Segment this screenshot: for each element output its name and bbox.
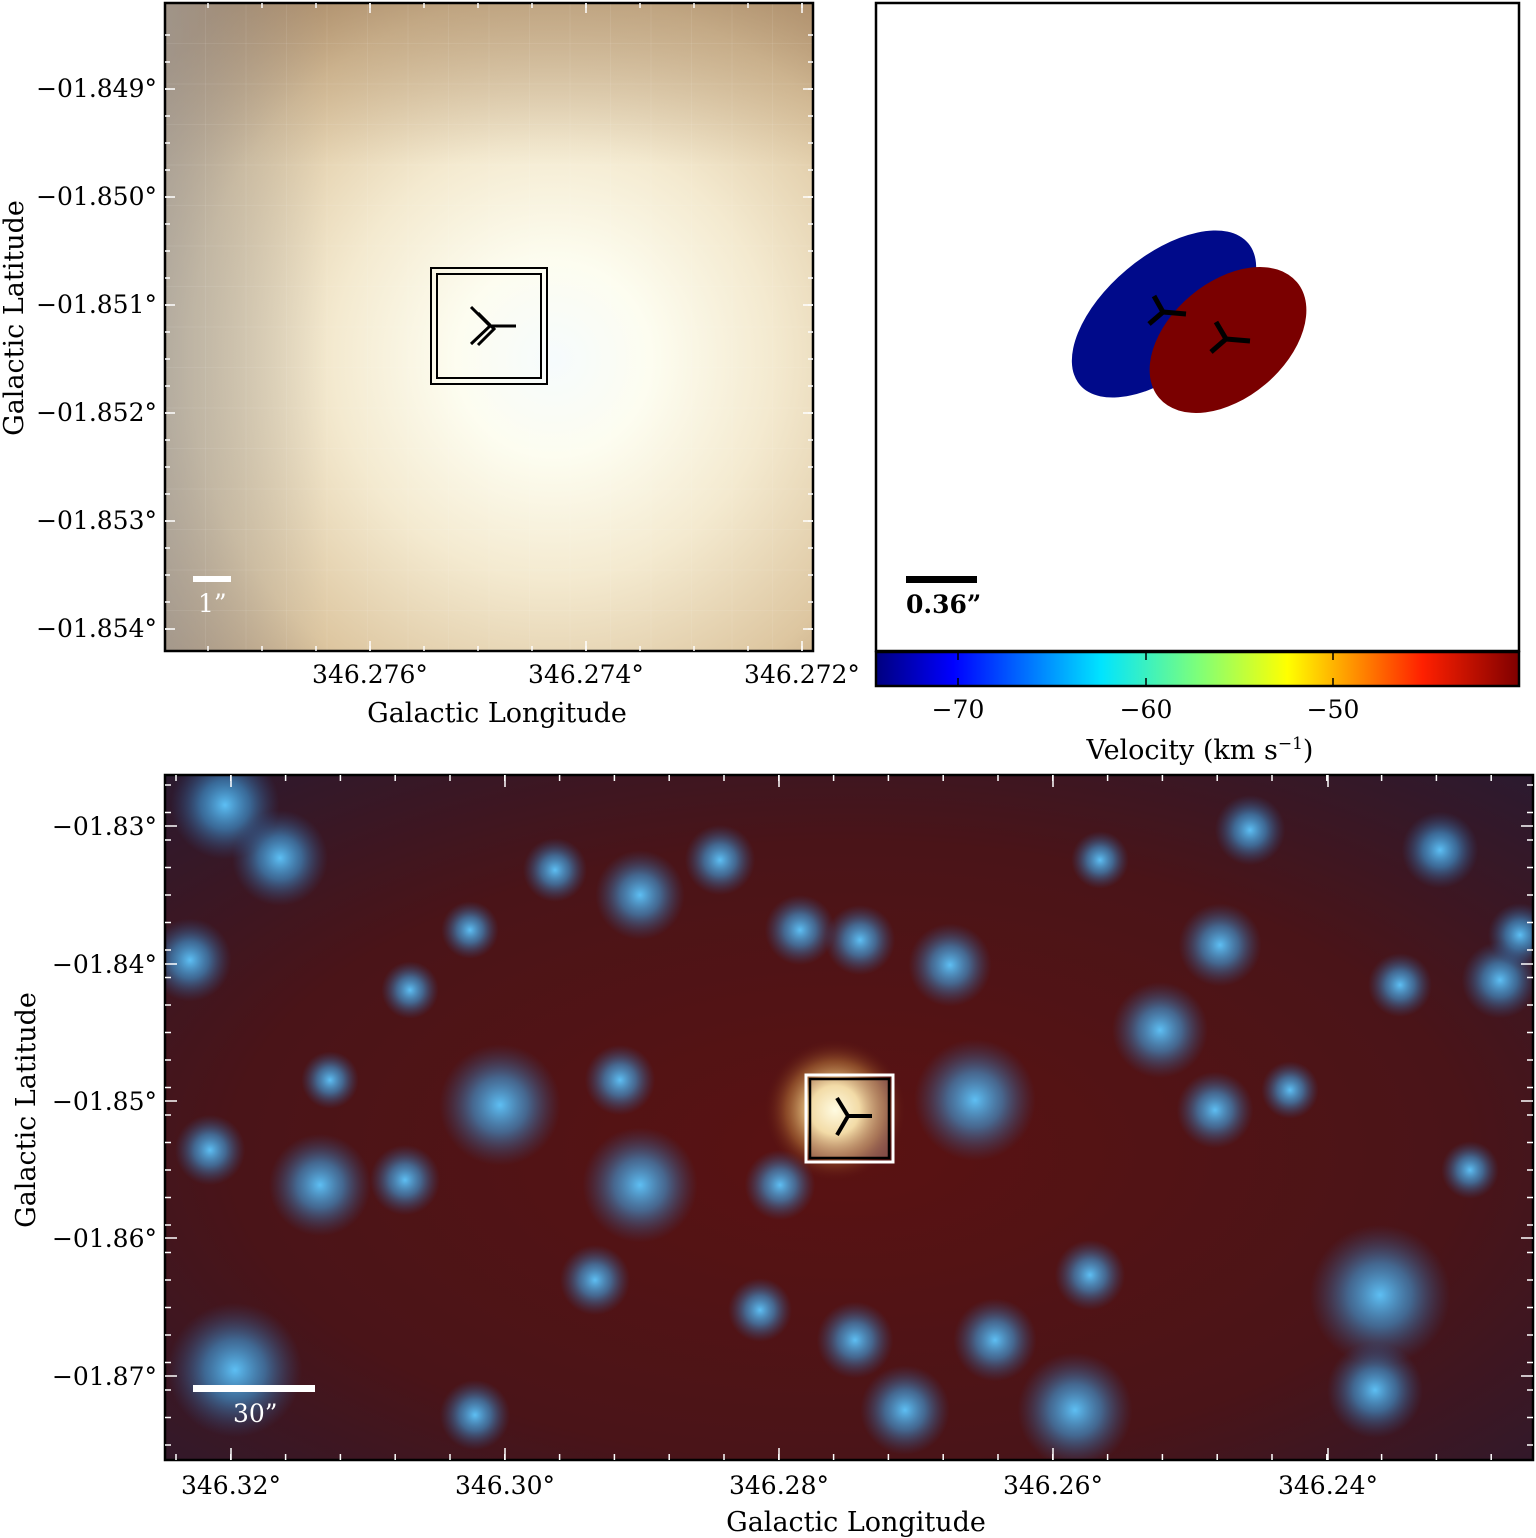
x-tick-label: 346.30°: [455, 1471, 555, 1500]
target-box-inner: [808, 1077, 891, 1160]
x-tick-label: 346.32°: [181, 1471, 281, 1500]
maser-marker-icon: [1147, 294, 1187, 326]
colorbar-tick-label: −70: [932, 695, 985, 724]
colorbar-tick-label: −60: [1120, 695, 1173, 724]
y-tick-label: −01.852°: [36, 398, 157, 427]
top-left-x-axis-title: Galactic Longitude: [367, 698, 627, 729]
bottom-x-tick-labels: 346.32° 346.30° 346.28° 346.26° 346.24°: [181, 1471, 1378, 1500]
target-box-inner: [436, 273, 542, 379]
top-left-x-tick-labels: 346.276° 346.274° 346.272°: [312, 660, 860, 689]
x-tick-label: 346.28°: [729, 1471, 829, 1500]
bottom-scale-label: 30”: [233, 1399, 278, 1428]
target-box-outer: [804, 1073, 895, 1164]
bottom-scale-bar: [193, 1385, 315, 1392]
bottom-frame: [163, 773, 1535, 1462]
y-tick-label: −01.849°: [36, 74, 157, 103]
x-tick-label: 346.26°: [1003, 1471, 1103, 1500]
y-tick-label: −01.83°: [52, 812, 157, 841]
colorbar-ticks: [957, 652, 1334, 686]
y-tick-label: −01.84°: [52, 950, 157, 979]
top-right-panel: 0.36” −70 −60 −50 Velocity (km s−1): [874, 1, 1521, 766]
x-tick-label: 346.274°: [528, 660, 644, 689]
colorbar-label-sup: −1: [1278, 734, 1303, 754]
top-right-scale-label: 0.36”: [906, 590, 981, 619]
maser-marker-icon: [469, 305, 516, 347]
y-tick-label: −01.850°: [36, 182, 157, 211]
x-tick-label: 346.276°: [312, 660, 428, 689]
top-left-scale-label: 1”: [198, 589, 227, 618]
bottom-y-tick-labels: −01.83° −01.84° −01.85° −01.86° −01.87°: [52, 812, 157, 1391]
maser-marker-icon: [835, 1096, 872, 1137]
top-left-y-axis-title: Galactic Latitude: [0, 200, 30, 436]
maser-marker-icon: [1209, 320, 1251, 354]
y-tick-label: −01.86°: [52, 1224, 157, 1253]
y-tick-label: −01.85°: [52, 1087, 157, 1116]
top-left-scale-bar: [193, 576, 231, 582]
target-box-outer: [430, 267, 548, 385]
velocity-colorbar: [874, 650, 1521, 688]
colorbar-tick-label: −50: [1307, 695, 1360, 724]
colorbar-label-main: Velocity (km s: [1086, 735, 1278, 766]
bottom-x-axis-title: Galactic Longitude: [726, 1507, 986, 1538]
top-left-y-tick-labels: −01.849° −01.850° −01.851° −01.852° −01.…: [36, 74, 157, 643]
x-tick-label: 346.272°: [744, 660, 860, 689]
top-left-frame: [163, 1, 815, 653]
y-tick-label: −01.87°: [52, 1362, 157, 1391]
top-right-scale-bar: [906, 576, 977, 583]
bottom-y-axis-title: Galactic Latitude: [11, 992, 42, 1228]
top-left-panel: 1” −01.849° −01.850° −01.851° −01.852° −…: [0, 1, 860, 729]
y-tick-label: −01.853°: [36, 506, 157, 535]
x-tick-label: 346.24°: [1278, 1471, 1378, 1500]
colorbar-label: Velocity (km s−1): [1086, 734, 1314, 766]
y-tick-label: −01.854°: [36, 614, 157, 643]
colorbar-label-end: ): [1303, 735, 1314, 766]
y-tick-label: −01.851°: [36, 290, 157, 319]
bottom-panel: 30” −01.83° −01.84° −01.85° −01.86° −01.…: [11, 773, 1535, 1538]
